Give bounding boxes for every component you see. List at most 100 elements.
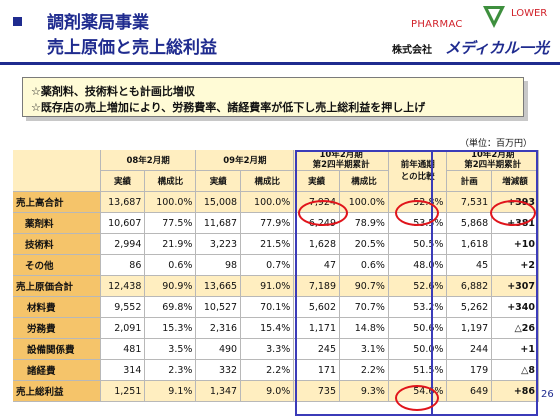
logo-text-pharmac: PHARMAC xyxy=(411,19,463,30)
table-cell: 100.0% xyxy=(339,191,389,213)
sub-header: 実績 xyxy=(195,170,242,192)
highlight-oval-ratio xyxy=(395,200,439,226)
table-cell: 90.9% xyxy=(144,275,197,297)
header-corner xyxy=(13,150,101,192)
table-row: 労務費 2,091 15.3% 2,316 15.4% 1,171 14.8% 50.6% 1,… xyxy=(13,317,539,339)
table-row: 技術料 2,994 21.9% 3,223 21.5% 1,628 20.5% 50.5% 1,… xyxy=(13,233,539,255)
page-number: 26 xyxy=(541,389,554,400)
table-cell: 9.3% xyxy=(339,380,389,402)
sub-header: 構成比 xyxy=(144,170,197,192)
table-cell: 2.3% xyxy=(144,359,197,381)
table-cell: 9.0% xyxy=(240,380,295,402)
table-cell: 1,618 xyxy=(446,233,493,255)
table-cell: 15.4% xyxy=(240,317,295,339)
table-cell: 70.1% xyxy=(240,296,295,318)
sub-header: 構成比 xyxy=(240,170,295,192)
company-name: メディカル一光 xyxy=(445,39,549,57)
table-cell: 179 xyxy=(446,359,493,381)
table-cell: +1 xyxy=(491,338,539,360)
title-bullet-icon xyxy=(13,17,22,26)
table-cell: 3.3% xyxy=(240,338,295,360)
table-cell: 5,868 xyxy=(446,212,493,234)
table-cell: 1,197 xyxy=(446,317,493,339)
table-cell: 5,602 xyxy=(293,296,341,318)
plan-period-highlight xyxy=(431,150,538,416)
table-cell: 649 xyxy=(446,380,493,402)
table-cell: 47 xyxy=(293,254,341,276)
table-cell: 14.8% xyxy=(339,317,389,339)
table-cell: 10,607 xyxy=(100,212,146,234)
table-cell: 45 xyxy=(446,254,493,276)
table-cell: 0.7% xyxy=(240,254,295,276)
table-cell: 7,531 xyxy=(446,191,493,213)
company-prefix: 株式会社 xyxy=(392,45,432,56)
table-cell: 3.1% xyxy=(339,338,389,360)
table-cell: △26 xyxy=(491,317,539,339)
table-cell: 2,994 xyxy=(100,233,146,255)
table-cell: 244 xyxy=(446,338,493,360)
table-cell: 15,008 xyxy=(195,191,242,213)
row-label: 売上原価合計 xyxy=(13,275,101,297)
sub-header: 実績 xyxy=(293,170,341,192)
table-cell: 490 xyxy=(195,338,242,360)
table-cell: 1,251 xyxy=(100,380,146,402)
table-cell: 86 xyxy=(100,254,146,276)
current-period-highlight xyxy=(295,150,433,416)
notes-box: ☆薬剤料、技術料とも計画比増収 ☆既存店の売上増加により、労務費率、諸経費率が低… xyxy=(22,77,524,117)
period-header: 09年2月期 xyxy=(195,150,295,171)
highlight-oval-profit xyxy=(395,385,439,411)
table-cell: 2,091 xyxy=(100,317,146,339)
row-label: 材料費 xyxy=(13,296,101,318)
table-cell: 12,438 xyxy=(100,275,146,297)
sub-header: 実績 xyxy=(100,170,146,192)
note-item: ☆薬剤料、技術料とも計画比増収 xyxy=(31,85,195,98)
period-header: 前年通期 との比較 xyxy=(388,150,448,192)
table-cell: 0.6% xyxy=(144,254,197,276)
table-cell: 21.5% xyxy=(240,233,295,255)
row-label: その他 xyxy=(13,254,101,276)
row-label: 薬剤料 xyxy=(13,212,101,234)
row-label: 労務費 xyxy=(13,317,101,339)
table-cell: 9.1% xyxy=(144,380,197,402)
table-cell: 5,262 xyxy=(446,296,493,318)
table-cell: 6,882 xyxy=(446,275,493,297)
table-cell: +307 xyxy=(491,275,539,297)
table-row: 売上原価合計 12,438 90.9% 13,665 91.0% 7,189 90.7% 52… xyxy=(13,275,539,297)
table-cell: 69.8% xyxy=(144,296,197,318)
table-cell: 3,223 xyxy=(195,233,242,255)
table-cell: 2.2% xyxy=(240,359,295,381)
table-cell: 78.9% xyxy=(339,212,389,234)
table-cell: 2,316 xyxy=(195,317,242,339)
row-label: 諸経費 xyxy=(13,359,101,381)
table-cell: 245 xyxy=(293,338,341,360)
sub-header: 増減額 xyxy=(491,170,539,192)
table-cell: 15.3% xyxy=(144,317,197,339)
table-cell: 70.7% xyxy=(339,296,389,318)
table-cell: 1,628 xyxy=(293,233,341,255)
table-row: 設備関係費 481 3.5% 490 3.3% 245 3.1% 50.0% 244 +1 xyxy=(13,338,539,360)
table-cell: +10 xyxy=(491,233,539,255)
table-cell: 1,347 xyxy=(195,380,242,402)
table-cell: 2.2% xyxy=(339,359,389,381)
table-cell: 21.9% xyxy=(144,233,197,255)
header-divider xyxy=(0,62,560,65)
table-cell: △8 xyxy=(491,359,539,381)
table-row: 材料費 9,552 69.8% 10,527 70.1% 5,602 70.7% 53.2% 5… xyxy=(13,296,539,318)
period-header: 08年2月期 xyxy=(100,150,197,171)
table-cell: 9,552 xyxy=(100,296,146,318)
page-title: 調剤薬局事業 xyxy=(47,13,149,33)
table-row: その他 86 0.6% 98 0.7% 47 0.6% 48.0% 45 +2 xyxy=(13,254,539,276)
table-cell: +2 xyxy=(491,254,539,276)
table-cell: 735 xyxy=(293,380,341,402)
table-cell: 77.5% xyxy=(144,212,197,234)
table-cell: 77.9% xyxy=(240,212,295,234)
table-cell: 13,687 xyxy=(100,191,146,213)
sub-header: 構成比 xyxy=(339,170,389,192)
row-label: 技術料 xyxy=(13,233,101,255)
table-cell: 100.0% xyxy=(240,191,295,213)
row-label: 売上総利益 xyxy=(13,380,101,402)
table-cell: 171 xyxy=(293,359,341,381)
row-label: 売上高合計 xyxy=(13,191,101,213)
unit-label: （単位：百万円） xyxy=(460,139,533,149)
table-cell: +86 xyxy=(491,380,539,402)
